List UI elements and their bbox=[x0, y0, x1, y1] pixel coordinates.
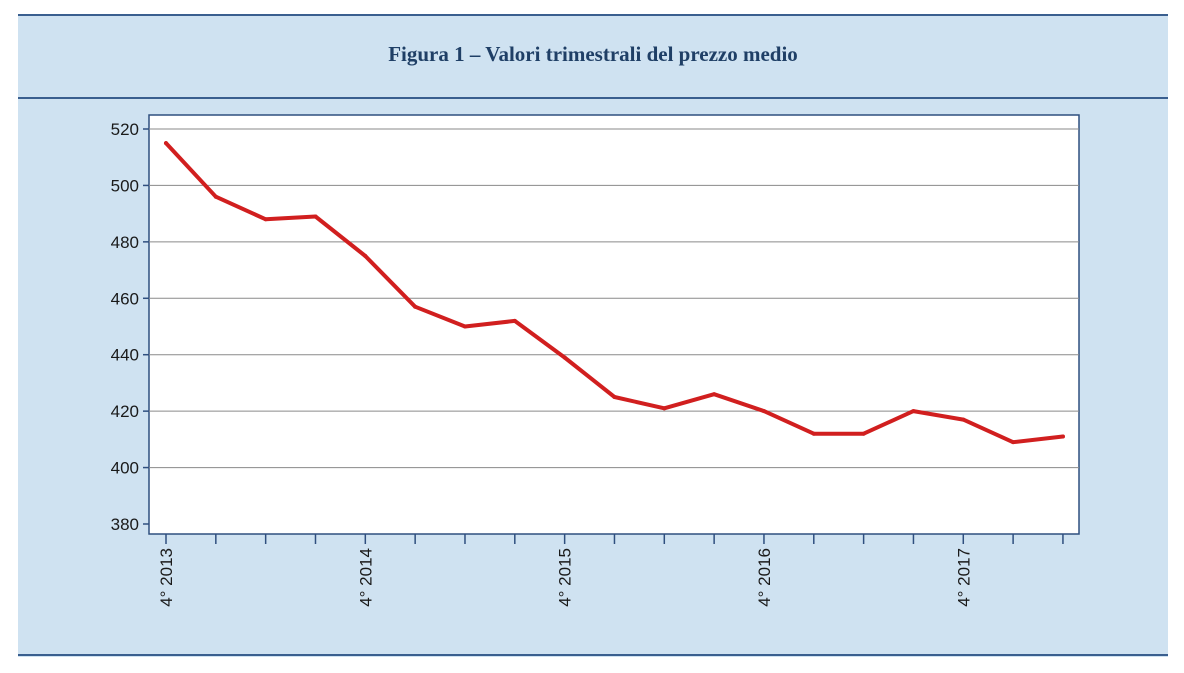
y-tick-label: 500 bbox=[111, 176, 139, 195]
plot-area bbox=[148, 114, 1080, 535]
data-point bbox=[462, 324, 467, 329]
y-tick-label: 520 bbox=[111, 120, 139, 139]
y-axis: 380 400 420 440 460 480 500 520 bbox=[111, 120, 149, 534]
data-point bbox=[512, 318, 517, 323]
x-tick-label: 4° 2014 bbox=[356, 548, 375, 607]
data-point bbox=[761, 409, 766, 414]
data-point bbox=[562, 355, 567, 360]
data-point bbox=[861, 431, 866, 436]
data-point bbox=[164, 141, 168, 146]
data-point bbox=[612, 395, 617, 400]
data-point bbox=[662, 406, 667, 411]
data-point bbox=[811, 431, 816, 436]
data-point bbox=[313, 214, 318, 219]
x-tick-label: 4° 2015 bbox=[556, 548, 575, 607]
grid-lines bbox=[149, 128, 1079, 469]
data-point bbox=[1011, 440, 1016, 445]
y-tick-label: 420 bbox=[111, 402, 139, 421]
figure-caption: Figura 1 – Valori trimestrali del prezzo… bbox=[388, 42, 798, 66]
caption-rule bbox=[18, 97, 1168, 99]
x-tick-label: 4° 2013 bbox=[157, 548, 176, 607]
data-point bbox=[1060, 434, 1065, 439]
y-tick-label: 480 bbox=[111, 233, 139, 252]
y-tick-label: 460 bbox=[111, 289, 139, 308]
x-axis: 4° 2013 4° 2014 4° 2015 4° 2016 4° 2017 bbox=[157, 534, 1064, 607]
y-tick-label: 400 bbox=[111, 459, 139, 478]
bottom-rule bbox=[18, 654, 1168, 656]
data-point bbox=[413, 304, 418, 309]
data-point bbox=[263, 217, 268, 222]
x-tick-label: 4° 2017 bbox=[954, 548, 973, 607]
data-point bbox=[363, 253, 368, 258]
y-tick-label: 380 bbox=[111, 515, 139, 534]
y-tick-label: 440 bbox=[111, 346, 139, 365]
data-point bbox=[911, 409, 916, 414]
data-point bbox=[961, 417, 966, 422]
top-rule bbox=[18, 14, 1168, 16]
data-point bbox=[213, 194, 218, 199]
data-point bbox=[712, 392, 717, 397]
series-layer bbox=[164, 141, 1065, 445]
x-tick-label: 4° 2016 bbox=[755, 548, 774, 607]
